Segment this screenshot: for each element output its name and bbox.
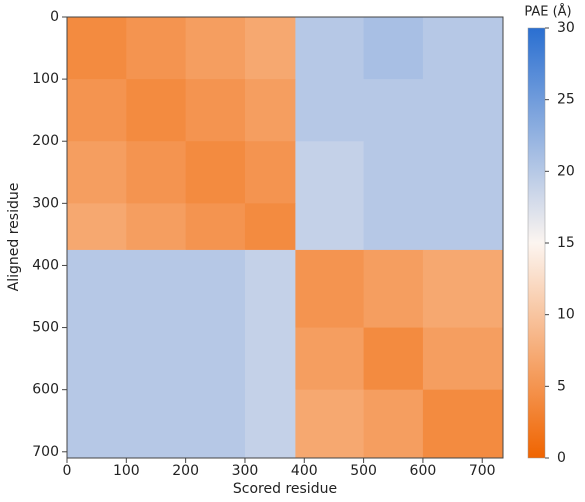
heatmap-cell <box>244 141 296 204</box>
y-tick-label: 700 <box>32 444 59 460</box>
heatmap-cell <box>422 249 504 329</box>
heatmap-cell <box>295 141 365 204</box>
colorbar <box>527 27 546 459</box>
colorbar-tick-label: 30 <box>557 20 575 36</box>
y-tick-label: 600 <box>32 382 59 398</box>
heatmap-cell <box>363 249 424 329</box>
heatmap-cell <box>185 79 246 142</box>
y-tick-label: 0 <box>50 9 59 25</box>
y-tick-label: 400 <box>32 257 59 273</box>
heatmap-cell <box>295 327 365 391</box>
heatmap-cell <box>244 327 296 391</box>
heatmap-cell <box>295 203 365 251</box>
heatmap-cell <box>67 141 127 204</box>
x-tick-label: 700 <box>469 463 496 479</box>
y-tick-label: 200 <box>32 133 59 149</box>
heatmap-cell <box>126 249 187 329</box>
heatmap-cell <box>244 203 296 251</box>
y-tick-label: 500 <box>32 320 59 336</box>
heatmap-cell <box>295 17 365 80</box>
x-tick-label: 500 <box>350 463 377 479</box>
heatmap-cell <box>185 141 246 204</box>
heatmap-cell <box>126 203 187 251</box>
heatmap-cell <box>363 389 424 459</box>
x-axis-title: Scored residue <box>233 481 337 497</box>
heatmap-cell <box>126 141 187 204</box>
colorbar-tick-label: 20 <box>557 163 575 179</box>
heatmap-cell <box>422 389 504 459</box>
heatmap-cell <box>363 141 424 204</box>
heatmap-cell <box>422 327 504 391</box>
heatmap-cell <box>67 203 127 251</box>
heatmap-cell <box>295 79 365 142</box>
x-tick-label: 200 <box>172 463 199 479</box>
heatmap-cell <box>422 17 504 80</box>
heatmap-cell <box>295 389 365 459</box>
plot-frame <box>66 16 504 459</box>
heatmap-cell <box>185 327 246 391</box>
heatmap-cell <box>67 17 127 80</box>
colorbar-tick-label: 0 <box>557 450 566 466</box>
x-tick-label: 100 <box>113 463 140 479</box>
heatmap-cell <box>244 17 296 80</box>
heatmap-cell <box>185 203 246 251</box>
heatmap-cell <box>363 79 424 142</box>
heatmap-cell <box>244 249 296 329</box>
heatmap-cell <box>67 327 127 391</box>
x-tick-label: 600 <box>410 463 437 479</box>
heatmap-cell <box>126 79 187 142</box>
heatmap-cell <box>422 141 504 204</box>
y-tick-label: 100 <box>32 71 59 87</box>
y-axis-title: Aligned residue <box>6 183 22 292</box>
heatmap-cell <box>67 79 127 142</box>
colorbar-tick-label: 5 <box>557 378 566 394</box>
heatmap-cell <box>295 249 365 329</box>
colorbar-tick-label: 25 <box>557 92 575 108</box>
heatmap-cell <box>244 79 296 142</box>
heatmap-cell <box>422 203 504 251</box>
x-tick-label: 0 <box>63 463 72 479</box>
heatmap-cell <box>126 327 187 391</box>
heatmap-cell <box>185 249 246 329</box>
colorbar-tick-label: 15 <box>557 235 575 251</box>
heatmap-cell <box>185 389 246 459</box>
heatmap-cell <box>67 389 127 459</box>
y-tick-label: 300 <box>32 195 59 211</box>
heatmap-cell <box>422 79 504 142</box>
heatmap-cell <box>244 389 296 459</box>
heatmap-cell <box>67 249 127 329</box>
heatmap-cell <box>126 17 187 80</box>
heatmap-cell <box>126 389 187 459</box>
heatmap-cell <box>185 17 246 80</box>
heatmap-cell <box>363 203 424 251</box>
x-tick-label: 400 <box>291 463 318 479</box>
heatmap-cell <box>363 327 424 391</box>
x-tick-label: 300 <box>232 463 259 479</box>
colorbar-title: PAE (Å) <box>524 4 571 20</box>
heatmap-cell <box>363 17 424 80</box>
colorbar-tick-label: 10 <box>557 307 575 323</box>
